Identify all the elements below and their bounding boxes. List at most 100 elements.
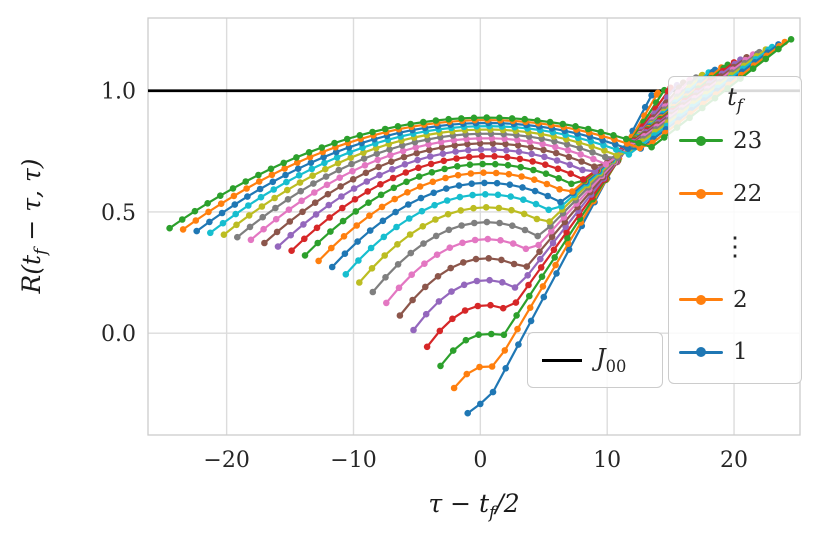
series-point [293, 154, 300, 161]
series-point [551, 254, 558, 261]
series-point [337, 183, 344, 190]
series-point [548, 233, 556, 241]
series-point [220, 231, 228, 238]
series-point [367, 244, 375, 252]
series-point [333, 154, 341, 161]
series-point [405, 201, 412, 208]
series-point [436, 327, 444, 335]
x-tick-label: 20 [720, 448, 748, 473]
series-point [339, 204, 346, 212]
legend-entry: 22 [679, 172, 791, 216]
series-point [568, 180, 575, 188]
series-point [481, 179, 488, 187]
series-point [447, 264, 455, 272]
series-point [439, 150, 447, 157]
series-point [505, 170, 513, 178]
series-point [285, 206, 293, 213]
series-point [526, 292, 533, 300]
legend-entries: 23 22 ⋮ 2 1 [669, 114, 801, 379]
series-point [474, 302, 482, 310]
series-point [477, 400, 484, 408]
series-point [532, 200, 540, 208]
series-point [360, 155, 368, 162]
series-point [499, 279, 506, 286]
series-point [398, 142, 406, 149]
series-point [749, 65, 757, 72]
series-point [377, 181, 384, 188]
series-point [233, 221, 240, 229]
series-point [204, 200, 211, 207]
y-axis-label-text2: − τ, τ) [17, 158, 46, 249]
series-point [492, 160, 499, 168]
series-point [483, 114, 491, 121]
series-point [579, 166, 586, 174]
legend-entry: 23 [679, 119, 791, 163]
series-point [493, 179, 501, 187]
series-point [600, 141, 607, 149]
series-point [331, 139, 338, 147]
series-point [396, 312, 404, 319]
series-point [410, 326, 417, 334]
series-point [465, 153, 473, 161]
series-point [179, 226, 187, 233]
series-point [510, 260, 518, 268]
series-point [432, 232, 440, 240]
series-point [539, 283, 547, 290]
series-point [442, 174, 449, 182]
series-point [269, 178, 277, 186]
series-point [520, 210, 528, 218]
series-point [348, 160, 355, 168]
series-point [528, 150, 535, 158]
series-point [540, 293, 548, 301]
series-point [448, 288, 455, 295]
series-point [361, 162, 369, 169]
series-point [452, 148, 459, 155]
series-point [378, 203, 386, 211]
series-point [230, 192, 238, 200]
series-point [415, 164, 422, 172]
series-point [460, 259, 467, 266]
series-point [232, 210, 239, 218]
series-point [438, 144, 446, 151]
series-point [590, 155, 597, 163]
series-point [533, 215, 541, 223]
series-point [274, 243, 282, 250]
series-point [612, 141, 619, 148]
series-point [426, 153, 434, 160]
series-point [541, 153, 548, 161]
series-point [499, 304, 507, 312]
series-point [446, 244, 454, 251]
series-point [444, 210, 452, 218]
series-point [379, 217, 387, 225]
series-point [451, 142, 459, 149]
series-point [400, 153, 408, 161]
series-point [247, 236, 255, 244]
series-point [298, 197, 305, 205]
series-point [509, 222, 516, 229]
legend-line-marker [679, 139, 723, 143]
series-point [463, 370, 471, 378]
series-point [498, 256, 505, 264]
series-point [364, 188, 372, 195]
legend-line-marker [679, 350, 723, 354]
series-point [787, 36, 795, 43]
series-point [389, 174, 397, 182]
series-point [343, 135, 351, 143]
series-point [294, 159, 301, 166]
series-point [488, 330, 495, 338]
series-point [546, 118, 554, 126]
series-point [536, 248, 543, 255]
series-point [522, 245, 530, 253]
series-point [450, 384, 458, 392]
series-point [485, 254, 493, 262]
j00-line-swatch [542, 358, 582, 362]
series-point [601, 153, 609, 161]
series-point [549, 239, 557, 247]
series-point [191, 207, 199, 215]
series-point [369, 128, 376, 136]
series-point [775, 45, 782, 53]
series-point [433, 251, 441, 258]
series-point [296, 179, 304, 186]
series-point [328, 244, 335, 252]
series-point [373, 150, 381, 157]
